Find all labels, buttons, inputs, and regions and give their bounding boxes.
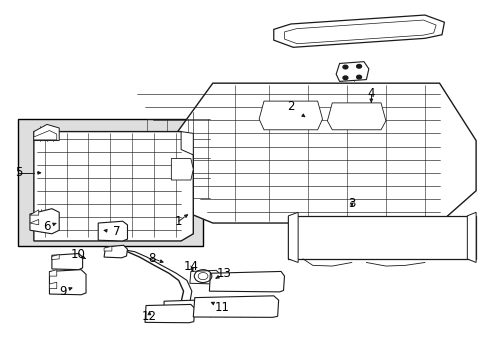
Text: 3: 3 [347,197,355,210]
Text: 11: 11 [215,301,229,314]
Bar [18,119,203,246]
Text: 1: 1 [175,215,182,228]
Polygon shape [30,210,39,215]
Polygon shape [30,220,39,225]
Text: 4: 4 [367,87,374,100]
Text: 12: 12 [142,310,157,323]
Polygon shape [193,296,278,318]
Circle shape [356,64,361,68]
Polygon shape [98,221,127,241]
Polygon shape [467,212,475,262]
Circle shape [342,76,347,80]
Circle shape [342,65,347,69]
Polygon shape [259,101,322,130]
Polygon shape [145,305,194,323]
Polygon shape [52,255,59,260]
Circle shape [356,75,361,79]
Polygon shape [171,158,193,180]
Polygon shape [135,83,475,223]
Polygon shape [189,270,220,284]
Polygon shape [30,209,59,234]
Polygon shape [49,282,57,289]
Polygon shape [52,253,82,270]
Polygon shape [104,246,112,251]
Polygon shape [34,131,57,140]
Polygon shape [49,270,57,276]
Polygon shape [288,216,475,259]
Polygon shape [181,132,193,155]
Text: 6: 6 [43,220,51,233]
Polygon shape [104,245,127,258]
Polygon shape [327,103,385,130]
Text: 9: 9 [59,285,67,298]
Text: 14: 14 [183,260,198,273]
Polygon shape [335,62,368,81]
Text: 8: 8 [148,252,155,265]
Text: 10: 10 [70,248,85,261]
Polygon shape [163,300,201,314]
Text: 7: 7 [113,225,120,238]
Text: 13: 13 [216,267,231,280]
Text: 2: 2 [286,100,294,113]
Polygon shape [288,212,298,262]
Polygon shape [34,132,193,241]
Polygon shape [273,15,444,47]
Polygon shape [209,271,284,292]
Polygon shape [49,270,86,295]
Polygon shape [34,125,59,140]
Text: 5: 5 [16,166,23,179]
